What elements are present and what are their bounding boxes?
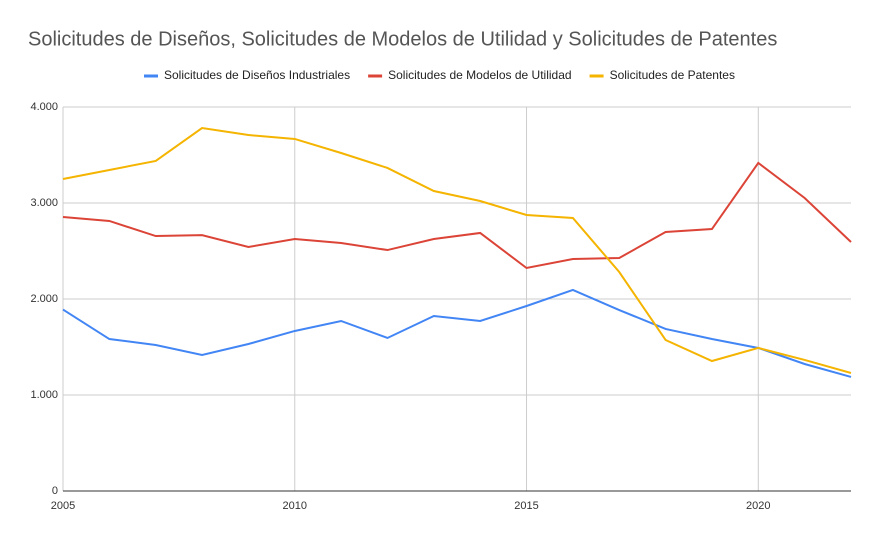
x-tick-label: 2015 <box>514 500 538 512</box>
y-tick-label: 0 <box>52 485 58 497</box>
x-tick-label: 2010 <box>283 500 307 512</box>
legend: Solicitudes de Diseños Industriales Solic… <box>144 68 735 82</box>
chart-title: Solicitudes de Diseños, Solicitudes de M… <box>28 28 777 50</box>
legend-label: Solicitudes de Modelos de Utilidad <box>388 68 571 82</box>
x-tick-label: 2020 <box>746 500 770 512</box>
x-tick-label: 2005 <box>51 500 75 512</box>
y-tick-label: 1.000 <box>30 389 58 401</box>
y-tick-label: 4.000 <box>30 101 58 113</box>
line-series <box>63 128 851 373</box>
line-series <box>63 163 851 268</box>
legend-label: Solicitudes de Patentes <box>610 68 735 82</box>
line-series <box>63 290 851 377</box>
y-tick-label: 3.000 <box>30 197 58 209</box>
y-tick-label: 2.000 <box>30 293 58 305</box>
legend-label: Solicitudes de Diseños Industriales <box>164 68 350 82</box>
